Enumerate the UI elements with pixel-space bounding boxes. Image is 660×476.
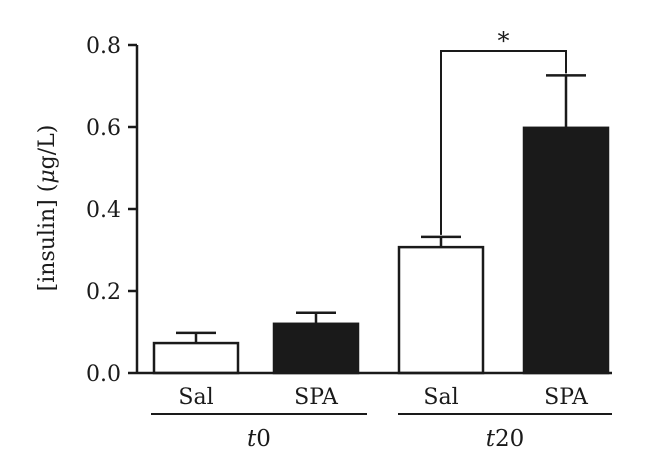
y-tick-label: 0.8 xyxy=(86,34,121,59)
y-tick-label: 0.4 xyxy=(86,198,121,223)
category-label: SPA xyxy=(544,385,589,410)
category-label: Sal xyxy=(423,385,458,410)
y-tick-label: 0.0 xyxy=(86,362,121,387)
significance-annotation: * xyxy=(440,27,567,235)
category-label: Sal xyxy=(178,385,213,410)
bar-spa-1 xyxy=(522,126,610,375)
significance-bracket xyxy=(440,50,567,235)
y-tick-label: 0.6 xyxy=(86,116,121,141)
group-label: t20 xyxy=(486,426,525,452)
y-axis: 0.0 0.2 0.4 0.6 0.8 xyxy=(86,34,139,387)
y-tick-label: 0.2 xyxy=(86,280,121,305)
y-axis-title: [insulin] (μg/L) xyxy=(35,125,60,292)
bars xyxy=(152,74,610,375)
bar-sal-1 xyxy=(397,245,485,375)
x-axis: Sal SPA Sal SPA t0 t20 xyxy=(137,371,612,452)
group-label: t0 xyxy=(247,426,271,452)
bar-spa-0 xyxy=(272,322,360,375)
bar-sal-0 xyxy=(152,341,240,375)
category-label: SPA xyxy=(294,385,339,410)
significance-star: * xyxy=(498,27,510,55)
